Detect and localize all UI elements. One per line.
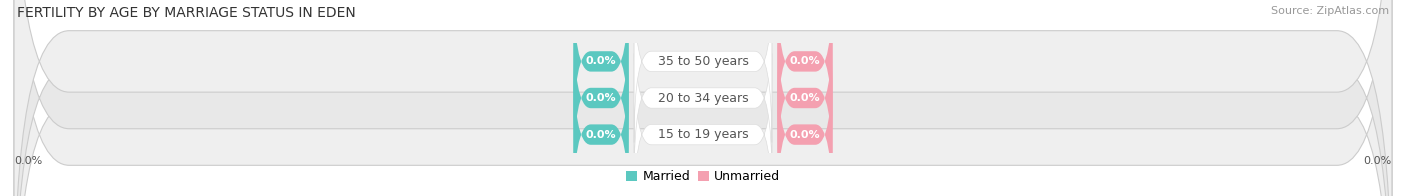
FancyBboxPatch shape bbox=[574, 53, 628, 196]
FancyBboxPatch shape bbox=[778, 53, 832, 196]
FancyBboxPatch shape bbox=[574, 17, 628, 179]
Text: Source: ZipAtlas.com: Source: ZipAtlas.com bbox=[1271, 6, 1389, 16]
FancyBboxPatch shape bbox=[778, 0, 832, 143]
FancyBboxPatch shape bbox=[14, 0, 1392, 196]
Text: 0.0%: 0.0% bbox=[586, 93, 616, 103]
Legend: Married, Unmarried: Married, Unmarried bbox=[621, 165, 785, 188]
FancyBboxPatch shape bbox=[14, 0, 1392, 196]
FancyBboxPatch shape bbox=[574, 0, 628, 143]
Text: 0.0%: 0.0% bbox=[790, 93, 820, 103]
FancyBboxPatch shape bbox=[634, 17, 772, 179]
FancyBboxPatch shape bbox=[778, 17, 832, 179]
Text: 0.0%: 0.0% bbox=[586, 130, 616, 140]
Text: 15 to 19 years: 15 to 19 years bbox=[658, 128, 748, 141]
Text: 0.0%: 0.0% bbox=[1364, 156, 1392, 166]
Text: 35 to 50 years: 35 to 50 years bbox=[658, 55, 748, 68]
Text: 0.0%: 0.0% bbox=[14, 156, 42, 166]
FancyBboxPatch shape bbox=[634, 53, 772, 196]
Text: 0.0%: 0.0% bbox=[790, 130, 820, 140]
FancyBboxPatch shape bbox=[14, 0, 1392, 196]
Text: 0.0%: 0.0% bbox=[790, 56, 820, 66]
Text: 20 to 34 years: 20 to 34 years bbox=[658, 92, 748, 104]
FancyBboxPatch shape bbox=[634, 0, 772, 143]
Text: 0.0%: 0.0% bbox=[586, 56, 616, 66]
Text: FERTILITY BY AGE BY MARRIAGE STATUS IN EDEN: FERTILITY BY AGE BY MARRIAGE STATUS IN E… bbox=[17, 6, 356, 20]
